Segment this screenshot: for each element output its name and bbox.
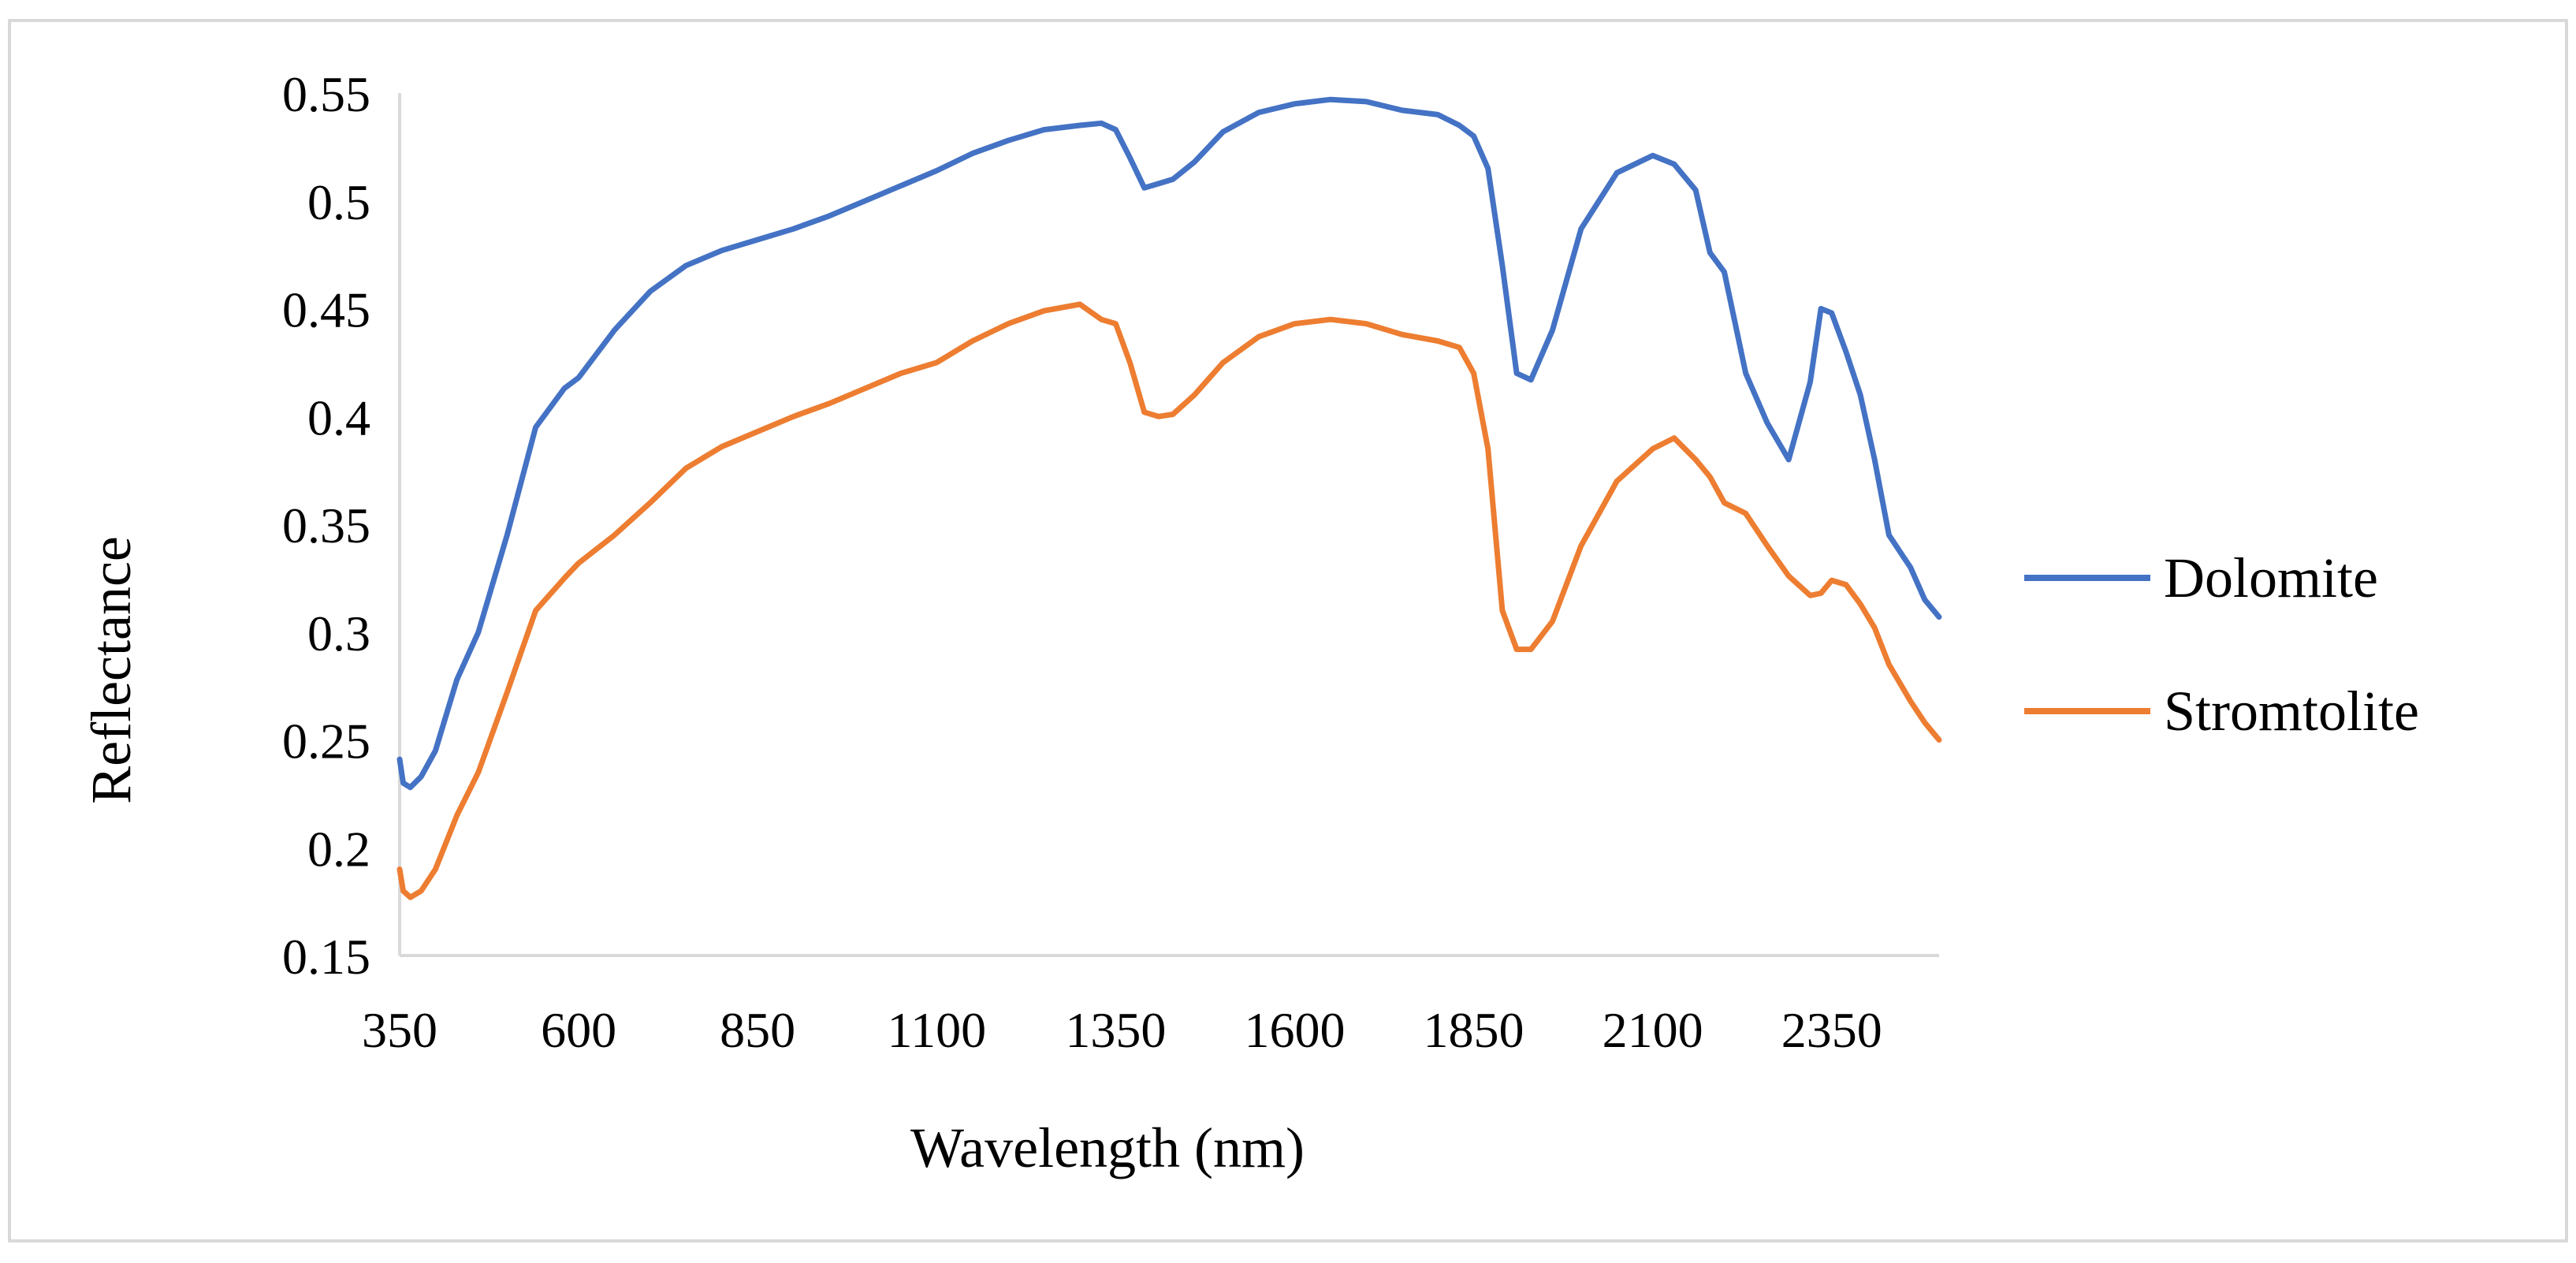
legend-label-dolomite: Dolomite [2164,546,2378,609]
y-tick-label: 0.4 [307,389,370,445]
series-line-dolomite [396,96,1942,791]
x-tick-label: 2100 [1603,1002,1703,1058]
x-tick-labels: 350 600 850 1100 1350 1600 1850 2100 2350 [362,1002,1882,1058]
chart-frame [8,19,2568,1243]
x-tick-label: 350 [362,1002,437,1058]
y-tick-label: 0.2 [307,821,370,877]
x-tick-label: 1350 [1065,1002,1166,1058]
x-axis-title: Wavelength (nm) [910,1116,1305,1179]
y-tick-label: 0.3 [307,605,370,661]
x-tick-label: 850 [720,1002,795,1058]
y-tick-label: 0.5 [307,174,370,230]
x-tick-label: 600 [541,1002,616,1058]
x-tick-label: 2350 [1781,1002,1882,1058]
x-tick-label: 1850 [1424,1002,1524,1058]
y-tick-label: 0.35 [282,497,370,553]
x-tick-label: 1100 [887,1002,986,1058]
y-tick-label: 0.45 [282,282,370,338]
legend-label-stromtolite: Stromtolite [2164,680,2419,743]
y-tick-label: 0.15 [282,929,370,985]
y-tick-label: 0.25 [282,713,370,769]
y-tick-label: 0.55 [282,66,370,122]
legend: Dolomite Stromtolite [2024,546,2419,743]
x-tick-label: 1600 [1244,1002,1345,1058]
y-axis-title: Reflectance [80,536,143,804]
series-line-stromtolite [396,301,1942,900]
y-tick-labels: 0.15 0.2 0.25 0.3 0.35 0.4 0.45 0.5 0.55 [282,66,370,985]
series-group [396,96,1942,900]
